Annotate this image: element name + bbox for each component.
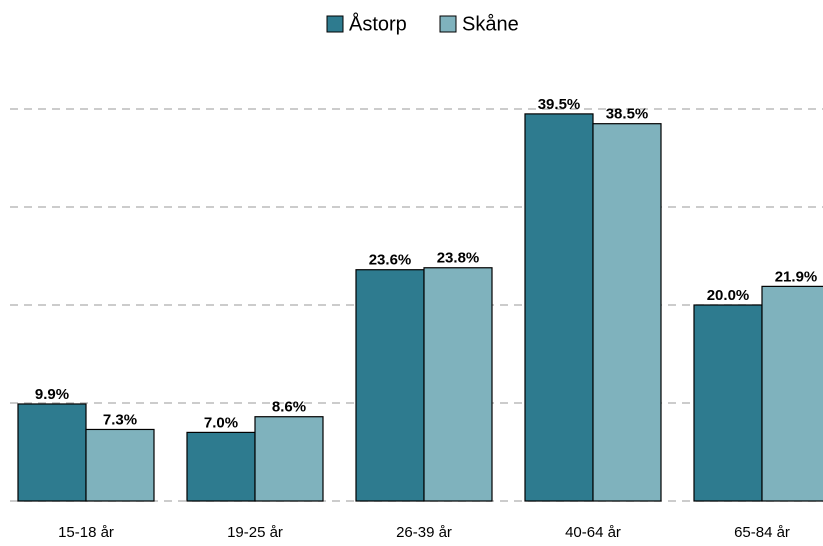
x-tick-label: 65-84 år (734, 524, 790, 541)
value-label: 20.0% (707, 287, 750, 304)
value-label: 8.6% (272, 399, 306, 416)
value-label: 7.0% (204, 414, 238, 431)
value-label: 7.3% (103, 411, 137, 428)
bar (186, 431, 256, 502)
bar (693, 304, 763, 502)
legend-label: Skåne (462, 13, 519, 35)
x-tick-label: 19-25 år (227, 524, 283, 541)
x-tick-label: 15-18 år (58, 524, 114, 541)
x-tick-label: 26-39 år (396, 524, 452, 541)
value-label: 9.9% (35, 386, 69, 403)
value-label: 21.9% (775, 268, 818, 285)
legend-label: Åstorp (349, 12, 407, 35)
value-label: 39.5% (538, 96, 581, 113)
bar (423, 267, 493, 502)
x-tick-label: 40-64 år (565, 524, 621, 541)
value-label: 38.5% (606, 106, 649, 123)
bar (85, 428, 155, 502)
bar (254, 416, 324, 502)
bar (524, 113, 594, 502)
bar (761, 285, 823, 502)
legend-swatch (439, 15, 457, 33)
legend-swatch (326, 15, 344, 33)
bar (355, 269, 425, 502)
bar (592, 123, 662, 502)
value-label: 23.6% (369, 252, 412, 269)
bar (17, 403, 87, 502)
value-label: 23.8% (437, 250, 480, 267)
